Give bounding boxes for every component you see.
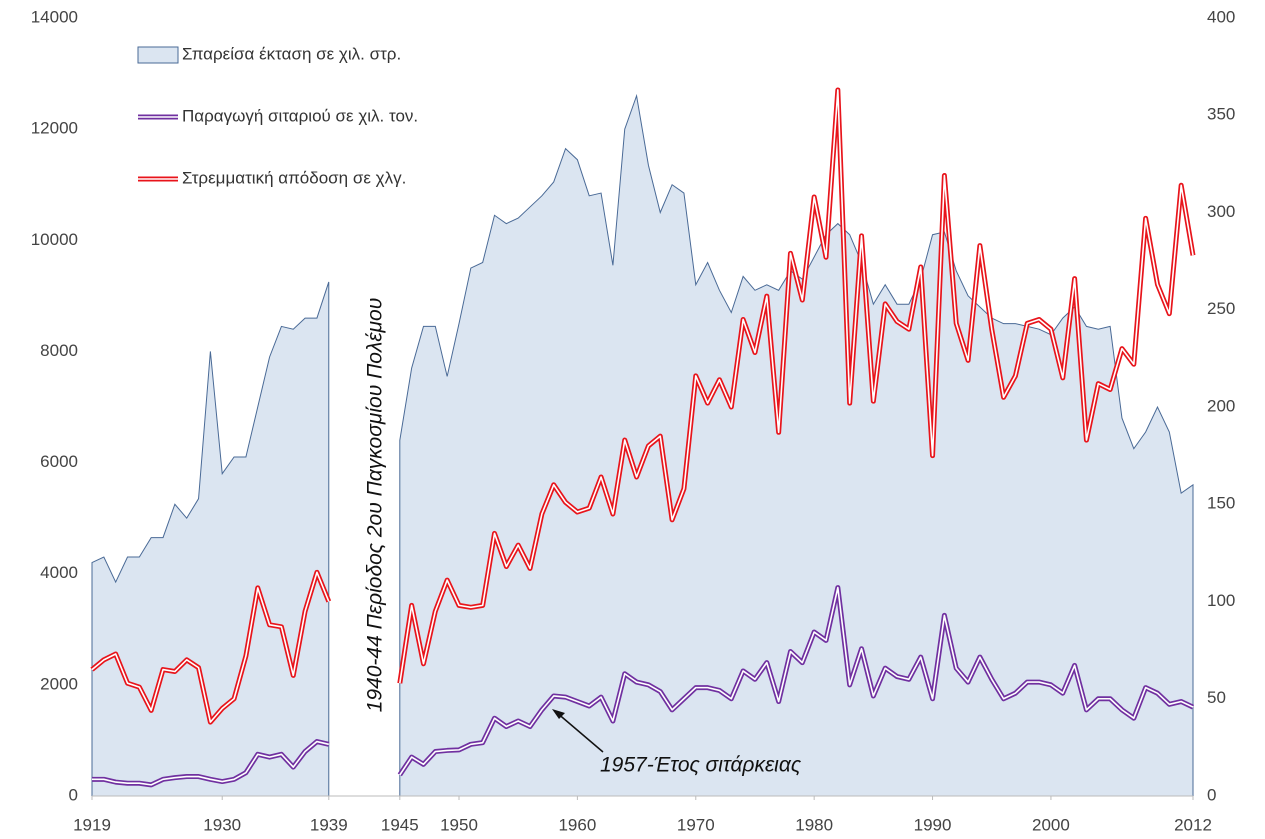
annotation-arrow <box>555 711 604 753</box>
x-tick-label: 1970 <box>677 815 715 834</box>
y2-tick-label: 50 <box>1207 688 1226 707</box>
x-tick-label: 1945 <box>381 815 419 834</box>
plot: 0 2000 4000 6000 8000 10000 12000 14000 0 50 100 15… <box>31 7 1236 834</box>
y2-tick-label: 400 <box>1207 7 1235 26</box>
x-tick-label: 1960 <box>558 815 596 834</box>
legend-label: Παραγωγή σιταριού σε χιλ. τον. <box>182 106 418 125</box>
war-annotation: 1940-44 Περίοδος 2ου Παγκοσμίου Πολέμου <box>364 298 387 713</box>
y-tick-label: 10000 <box>31 230 78 249</box>
y-tick-label: 12000 <box>31 119 78 138</box>
y-tick-label: 8000 <box>40 341 78 360</box>
self-sufficiency-annotation: 1957-Έτος σιτάρκειας <box>600 754 802 777</box>
x-tick-label: 2000 <box>1032 815 1070 834</box>
y2-tick-label: 150 <box>1207 494 1235 513</box>
y2-tick-label: 350 <box>1207 105 1235 124</box>
x-tick-label: 1919 <box>73 815 111 834</box>
legend-swatch <box>137 46 179 64</box>
x-tick-label: 1980 <box>795 815 833 834</box>
y2-tick-label: 300 <box>1207 202 1235 221</box>
x-tick-label: 1990 <box>914 815 952 834</box>
y-tick-label: 6000 <box>40 452 78 471</box>
legend-label: Στρεμματική απόδοση σε χλγ. <box>182 168 406 187</box>
line-inner <box>399 586 1194 776</box>
x-tick-label: 1930 <box>203 815 241 834</box>
y2-tick-label: 250 <box>1207 299 1235 318</box>
line-inner <box>92 740 329 786</box>
y2-tick-label: 0 <box>1207 785 1216 804</box>
y-tick-label: 14000 <box>31 7 78 26</box>
line-inner <box>91 571 330 723</box>
y-tick-label: 2000 <box>40 674 78 693</box>
legend-label: Σπαρείσα έκταση σε χιλ. στρ. <box>182 44 401 63</box>
annotation-arrowhead <box>552 709 565 719</box>
y-tick-label: 0 <box>69 785 78 804</box>
x-tick-label: 1950 <box>440 815 478 834</box>
y-tick-label: 4000 <box>40 563 78 582</box>
area <box>91 281 330 797</box>
y2-tick-label: 100 <box>1207 591 1235 610</box>
x-tick-label: 2012 <box>1174 815 1212 834</box>
x-tick-label: 1939 <box>310 815 348 834</box>
y2-tick-label: 200 <box>1207 396 1235 415</box>
area <box>399 93 1194 797</box>
line-inner <box>399 89 1194 684</box>
